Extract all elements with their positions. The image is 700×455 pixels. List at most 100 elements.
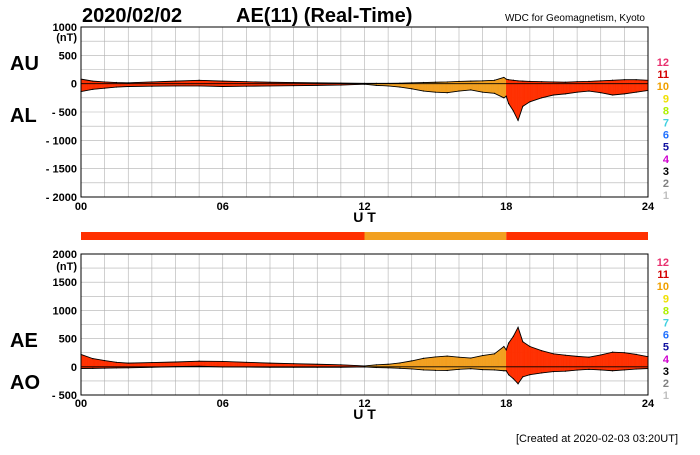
data-point-au bbox=[458, 80, 460, 82]
data-point-al bbox=[470, 89, 472, 91]
legend-count-4: 4 bbox=[663, 354, 670, 366]
legend-count-7: 7 bbox=[663, 318, 669, 330]
y-tick-label: 1500 bbox=[53, 277, 77, 289]
legend-count-3: 3 bbox=[663, 366, 669, 378]
x-tick-label: 18 bbox=[500, 201, 512, 213]
data-point-au bbox=[611, 79, 614, 81]
legend-count-4: 4 bbox=[663, 154, 670, 166]
data-point-au bbox=[293, 81, 295, 84]
data-point-al bbox=[104, 87, 106, 89]
data-point-ae bbox=[611, 351, 614, 353]
data-point-au bbox=[434, 81, 436, 83]
legend-count-10: 10 bbox=[657, 81, 669, 93]
data-point-au bbox=[541, 81, 543, 83]
data-point-au bbox=[503, 76, 505, 79]
data-point-al bbox=[316, 84, 318, 86]
data-point-ae bbox=[411, 360, 413, 362]
legend-count-6: 6 bbox=[663, 130, 669, 142]
data-point-ae bbox=[512, 335, 514, 337]
data-point-au bbox=[411, 82, 413, 84]
data-point-ae bbox=[508, 342, 510, 344]
data-point-au bbox=[529, 80, 531, 82]
data-point-ae bbox=[174, 361, 177, 363]
data-point-al bbox=[340, 84, 342, 86]
y-tick-label: - 1500 bbox=[46, 164, 77, 176]
data-point-al bbox=[411, 88, 413, 90]
data-point-ae bbox=[446, 355, 448, 357]
data-point-ao bbox=[434, 369, 436, 371]
data-point-ao bbox=[458, 368, 460, 370]
legend-count-2: 2 bbox=[663, 178, 669, 190]
x-tick-label: 18 bbox=[500, 398, 512, 410]
legend-count-5: 5 bbox=[663, 342, 669, 354]
created-timestamp: [Created at 2020-02-03 03:20UT] bbox=[516, 433, 678, 445]
data-point-ae bbox=[564, 354, 566, 356]
data-point-ae bbox=[600, 354, 602, 356]
data-point-ae bbox=[529, 345, 531, 348]
side-label-ao: AO bbox=[10, 372, 40, 394]
data-point-ae bbox=[269, 362, 271, 364]
data-point-al bbox=[564, 93, 566, 95]
x-tick-label: 00 bbox=[75, 201, 87, 213]
data-point-al bbox=[458, 90, 460, 92]
data-point-ao bbox=[422, 369, 425, 371]
data-point-au bbox=[151, 81, 153, 83]
data-point-ae bbox=[127, 362, 129, 364]
data-point-ae bbox=[245, 361, 247, 363]
data-point-au bbox=[623, 79, 625, 81]
data-point-ae bbox=[316, 363, 318, 365]
data-point-ao bbox=[387, 367, 389, 369]
x-axis-label: U T bbox=[353, 209, 376, 225]
data-point-au bbox=[552, 81, 555, 83]
legend-count-11: 11 bbox=[657, 69, 669, 81]
data-point-ao bbox=[411, 368, 413, 370]
data-point-al bbox=[293, 85, 295, 87]
data-point-al bbox=[508, 102, 510, 105]
data-point-al bbox=[434, 91, 436, 93]
data-point-ae bbox=[552, 353, 555, 355]
data-point-al bbox=[127, 85, 129, 88]
y-tick-label: 1000 bbox=[53, 22, 77, 34]
ae-ao-panel: 2000 1500 1000 500 0 - 500 (nT) 00 06 12 18 24 U T AE… bbox=[10, 249, 655, 422]
legend-count-8: 8 bbox=[663, 305, 669, 317]
data-point-ao bbox=[635, 368, 637, 370]
data-point-al bbox=[623, 93, 625, 95]
side-label-ae: AE bbox=[10, 330, 38, 352]
data-point-au bbox=[505, 78, 507, 80]
unit-label: (nT) bbox=[56, 32, 77, 44]
data-point-ao bbox=[541, 372, 543, 374]
side-label-au: AU bbox=[10, 53, 39, 75]
data-point-ae bbox=[363, 365, 366, 367]
data-point-au bbox=[517, 80, 519, 82]
data-point-al bbox=[600, 92, 602, 94]
data-point-ae bbox=[422, 357, 425, 359]
data-point-ao bbox=[600, 369, 602, 371]
x-tick-label: 12 bbox=[358, 201, 370, 213]
y-tick-label: - 1000 bbox=[46, 135, 77, 147]
y-tick-label: - 500 bbox=[52, 390, 77, 402]
data-point-al bbox=[503, 97, 505, 99]
data-point-al bbox=[375, 84, 377, 86]
legend-count-3: 3 bbox=[663, 166, 669, 178]
data-point-au bbox=[446, 81, 448, 83]
data-point-al bbox=[151, 85, 153, 87]
station-bar-segment bbox=[364, 232, 507, 240]
legend-count-8: 8 bbox=[663, 105, 669, 117]
data-point-al bbox=[92, 88, 94, 90]
data-point-ae bbox=[470, 357, 472, 359]
data-point-ae bbox=[493, 353, 496, 355]
data-point-al bbox=[482, 91, 484, 93]
data-point-ae bbox=[482, 354, 484, 357]
data-point-au bbox=[508, 79, 510, 81]
data-point-ae bbox=[387, 363, 389, 365]
data-point-al bbox=[174, 85, 177, 87]
data-point-al bbox=[541, 97, 543, 99]
au-al-panel: 1000 500 0 - 500 - 1000 - 1500 - 2000 (nT) 00 06 1… bbox=[10, 22, 655, 225]
data-point-ao bbox=[576, 369, 578, 371]
data-point-ao bbox=[493, 369, 496, 371]
y-tick-label: 1000 bbox=[53, 305, 77, 317]
data-point-ao bbox=[517, 383, 519, 385]
y-tick-label: 2000 bbox=[53, 249, 77, 261]
data-point-al bbox=[635, 91, 637, 93]
data-point-au bbox=[635, 79, 637, 81]
